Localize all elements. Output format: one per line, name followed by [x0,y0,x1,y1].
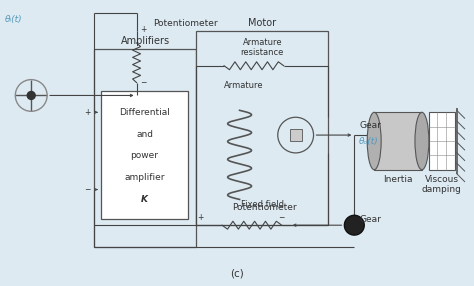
Text: −: − [141,78,147,87]
Text: Armature: Armature [224,81,264,90]
Text: Viscous: Viscous [425,175,459,184]
Ellipse shape [415,112,429,170]
Text: −: − [279,213,285,222]
Text: amplifier: amplifier [124,173,165,182]
Text: +: + [197,213,203,222]
Bar [429,112,455,170]
Text: Amplifiers: Amplifiers [120,36,170,46]
Ellipse shape [367,112,381,170]
Text: K: K [141,195,148,204]
Text: power: power [130,151,158,160]
Text: Potentiometer: Potentiometer [233,203,297,212]
Bar [196,31,328,225]
Text: and: and [136,130,153,139]
Text: θₒ(t): θₒ(t) [359,136,379,146]
Text: Armature: Armature [243,39,282,47]
Circle shape [27,92,35,100]
Text: Motor: Motor [248,18,276,28]
Text: (c): (c) [230,269,244,279]
Text: Differential: Differential [119,108,170,117]
Circle shape [345,215,364,235]
Bar [101,90,188,219]
Text: −: − [84,185,91,194]
Bar [290,129,301,141]
Text: Inertia: Inertia [383,175,413,184]
Text: +: + [84,108,91,117]
Text: resistance: resistance [241,48,284,57]
Bar [374,112,422,170]
Bar [94,49,196,247]
Text: +: + [141,25,147,34]
Text: damping: damping [422,185,462,194]
Text: Gear: Gear [359,215,381,224]
Text: θᵢ(t): θᵢ(t) [5,15,22,24]
Text: Gear: Gear [359,121,381,130]
Text: Fixed field: Fixed field [241,200,284,209]
Text: Potentiometer: Potentiometer [153,19,218,28]
